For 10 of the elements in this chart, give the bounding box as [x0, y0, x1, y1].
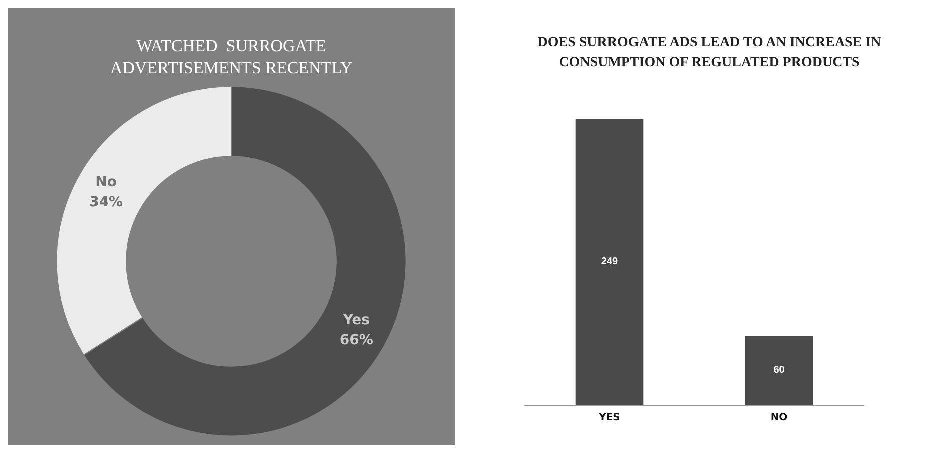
data-label: 66% [340, 332, 374, 348]
data-label: 249 [601, 256, 619, 268]
chart-title: WATCHED SURROGATE ADVERTISEMENTS RECENTLY [110, 36, 353, 78]
x-tick-label: YES [598, 412, 620, 424]
slice-label: Yes [342, 312, 370, 328]
data-label: 60 [774, 365, 786, 376]
data-label: 34% [90, 194, 124, 211]
x-tick-label: NO [770, 412, 788, 424]
chart-title: DOES SURROGATE ADS LEAD TO AN INCREASE IN CONSUMPTION OF REGULATED PRODUCTS [538, 36, 882, 70]
slice-label: No [96, 174, 118, 191]
